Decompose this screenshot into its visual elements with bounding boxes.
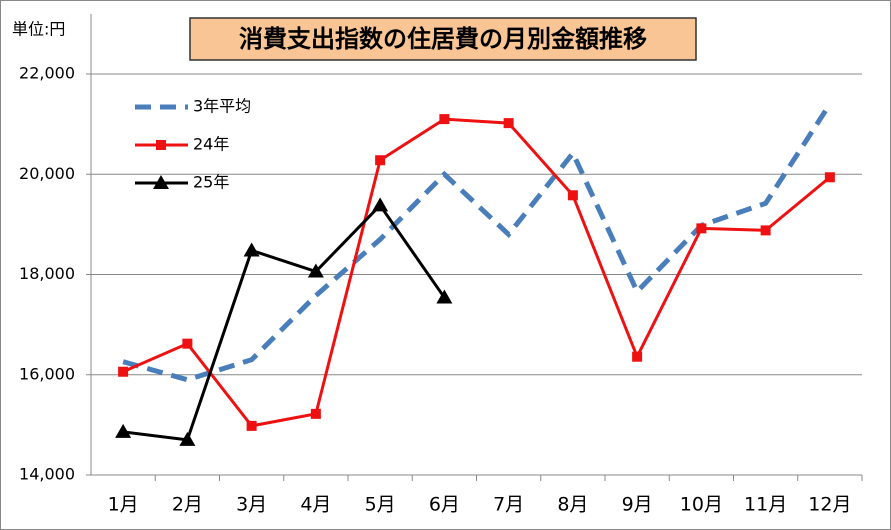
x-tick-label: 1月 (108, 494, 139, 516)
x-tick-label: 12月 (808, 494, 851, 516)
x-tick-label: 2月 (172, 494, 203, 516)
marker (436, 289, 453, 304)
x-tick-label: 7月 (493, 494, 524, 516)
marker (632, 351, 643, 362)
chart-title: 消費支出指数の住居費の月別金額推移 (239, 25, 647, 53)
marker (439, 114, 450, 125)
marker (179, 431, 196, 446)
x-tick-label: 9月 (622, 494, 653, 516)
marker (246, 420, 257, 431)
marker (118, 366, 129, 377)
y-unit: 単位:円 (12, 20, 65, 39)
marker (153, 175, 169, 189)
marker (503, 118, 514, 129)
marker (243, 242, 260, 257)
series-line (122, 202, 446, 442)
marker (696, 223, 707, 234)
y-tick-label: 18,000 (19, 264, 75, 283)
x-tick-label: 6月 (429, 494, 460, 516)
x-tick-label: 3月 (236, 494, 267, 516)
x-tick-label: 4月 (300, 494, 331, 516)
legend-label: 3年平均 (193, 97, 251, 116)
x-tick-label: 10月 (680, 494, 723, 516)
y-tick-label: 22,000 (19, 64, 75, 83)
legend-label: 25年 (193, 173, 229, 192)
marker (824, 172, 835, 183)
legend-label: 24年 (193, 135, 229, 154)
series-line (122, 117, 831, 428)
marker (567, 190, 578, 201)
marker (182, 338, 193, 349)
marker (310, 408, 321, 419)
marker (156, 140, 166, 150)
marker (375, 155, 386, 166)
y-tick-label: 16,000 (19, 364, 75, 383)
marker (372, 197, 389, 212)
x-tick-label: 8月 (557, 494, 588, 516)
title-box (189, 17, 697, 61)
marker (115, 423, 132, 438)
x-tick-label: 11月 (744, 494, 787, 516)
marker (760, 225, 771, 236)
y-tick-label: 20,000 (19, 164, 75, 183)
y-tick-label: 14,000 (19, 465, 75, 484)
marker (307, 263, 324, 278)
x-tick-label: 5月 (365, 494, 396, 516)
